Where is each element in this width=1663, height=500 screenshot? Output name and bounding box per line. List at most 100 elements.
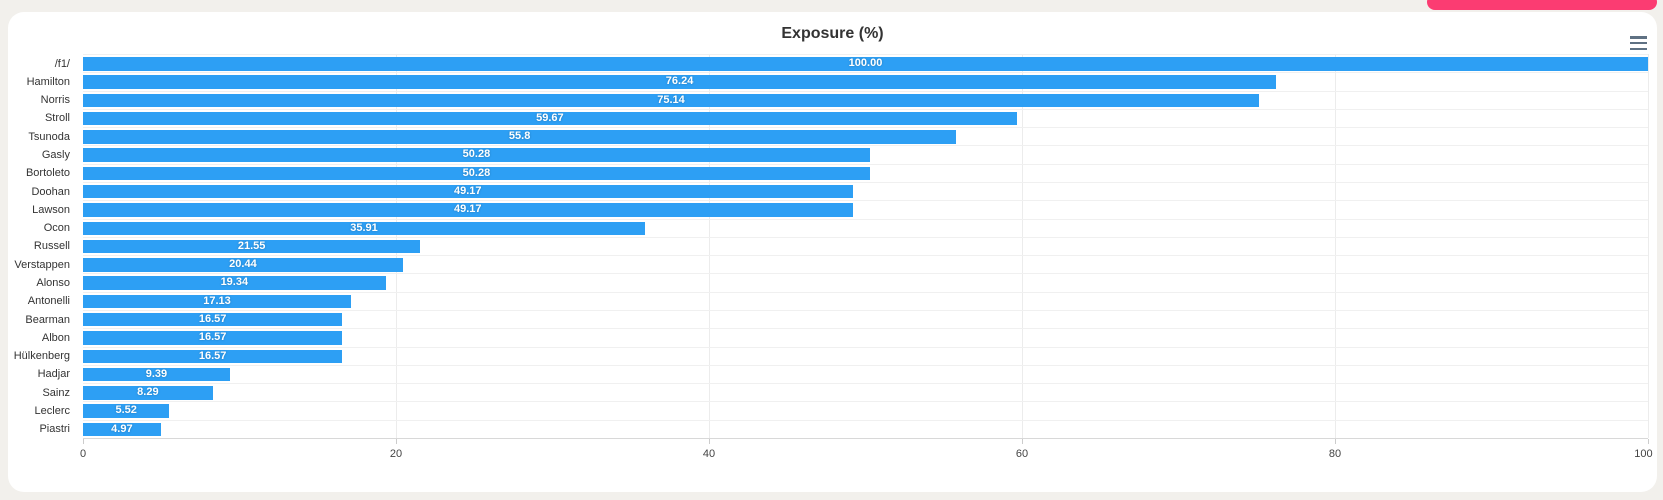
bar[interactable]: 20.44 <box>83 258 403 272</box>
bar[interactable]: 100.00 <box>83 57 1648 71</box>
x-axis: 0 20 40 60 80 100 <box>79 438 1653 473</box>
bar[interactable]: 59.67 <box>83 111 1017 126</box>
bar-row: Hülkenberg 16.57 <box>14 346 1648 365</box>
category-label: Hadjar <box>37 368 70 381</box>
bar-value-label: 49.17 <box>453 184 482 197</box>
bar-row: Alonso 19.34 <box>36 273 1648 291</box>
bar-row: Lawson 49.17 <box>32 200 1648 218</box>
bar-value-label: 55.8 <box>508 130 531 143</box>
category-label: Sainz <box>42 386 70 399</box>
bar-row: Bortoleto 50.28 <box>26 163 1648 182</box>
bar[interactable]: 17.13 <box>83 294 352 309</box>
bar-row: Sainz 8.29 <box>42 383 1648 401</box>
x-axis-tick-label: 100 <box>1634 448 1653 460</box>
category-label: Tsunoda <box>28 130 70 143</box>
bar-value-label: 21.55 <box>237 239 266 252</box>
bar-value-label: 35.91 <box>350 221 378 234</box>
x-axis-tick-mark <box>1335 439 1336 444</box>
bar[interactable]: 50.28 <box>83 166 870 181</box>
x-axis-tick-mark <box>396 439 397 444</box>
export-menu-button[interactable] <box>1630 36 1647 50</box>
category-label: Leclerc <box>34 404 70 417</box>
category-label: Verstappen <box>14 258 70 271</box>
bar[interactable]: 50.28 <box>83 148 870 162</box>
bar-row: Hadjar 9.39 <box>38 364 1648 383</box>
x-axis-tick-label: 40 <box>702 448 716 460</box>
bar[interactable]: 55.8 <box>83 130 957 144</box>
gridline <box>1648 54 1649 438</box>
category-label: Piastri <box>39 423 70 436</box>
bar-value-label: 75.14 <box>657 93 685 106</box>
bar-row: /f1/ 100.00 <box>55 54 1648 72</box>
bar-value-label: 100.00 <box>848 57 883 69</box>
x-axis-tick-mark <box>1648 439 1649 444</box>
category-label: Norris <box>40 94 70 107</box>
category-label: Gasly <box>41 149 70 162</box>
bar[interactable]: 4.97 <box>83 422 161 437</box>
category-label: /f1/ <box>54 57 70 70</box>
bar[interactable]: 5.52 <box>83 404 170 418</box>
bar[interactable]: 49.17 <box>83 184 853 199</box>
x-axis-tick-mark <box>709 439 710 444</box>
bar-row: Norris 75.14 <box>41 90 1648 109</box>
bar[interactable]: 76.24 <box>83 75 1277 89</box>
top-right-button[interactable] <box>1427 0 1657 10</box>
bar-row: Hamilton 76.24 <box>27 72 1648 90</box>
category-label: Albon <box>41 331 70 344</box>
bar-row: Doohan 49.17 <box>31 181 1648 200</box>
category-label: Ocon <box>43 222 70 235</box>
bar-value-label: 9.39 <box>145 367 168 380</box>
bar-value-label: 16.57 <box>198 312 227 325</box>
bar-value-label: 16.57 <box>198 349 227 362</box>
bar-row: Ocon 35.91 <box>44 218 1648 237</box>
bar-row: Gasly 50.28 <box>42 145 1648 163</box>
x-axis-tick-label: 60 <box>1015 448 1029 460</box>
bar[interactable]: 35.91 <box>83 221 645 236</box>
category-label: Lawson <box>32 203 70 216</box>
category-label: Bearman <box>25 313 70 326</box>
bar-row: Antonelli 17.13 <box>28 291 1648 310</box>
bar-row: Leclerc 5.52 <box>35 401 1648 419</box>
bar[interactable]: 16.57 <box>83 312 343 327</box>
category-label: Doohan <box>31 185 70 198</box>
bar-value-label: 76.24 <box>665 75 694 88</box>
x-axis-tick-mark <box>1022 439 1023 444</box>
bar-row: Tsunoda 55.8 <box>28 127 1648 145</box>
bar-row: Piastri 4.97 <box>39 419 1648 438</box>
category-label: Hamilton <box>26 75 70 88</box>
bar[interactable]: 21.55 <box>83 239 421 254</box>
bar-value-label: 59.67 <box>536 111 564 124</box>
category-label: Russell <box>33 240 70 253</box>
category-label: Alonso <box>36 277 70 290</box>
x-axis-tick-label: 20 <box>389 448 403 460</box>
bar[interactable]: 75.14 <box>83 93 1259 108</box>
bar-value-label: 50.28 <box>462 148 491 161</box>
x-axis-tick-label: 0 <box>79 448 87 460</box>
bar-row: Russell 21.55 <box>34 236 1648 255</box>
bar-row: Albon 16.57 <box>42 328 1648 346</box>
bar-value-label: 49.17 <box>453 203 482 216</box>
category-label: Bortoleto <box>25 167 70 180</box>
bar[interactable]: 9.39 <box>83 367 230 382</box>
bar-value-label: 16.57 <box>198 331 227 344</box>
x-axis-tick-mark <box>83 439 84 444</box>
bar-value-label: 8.29 <box>137 386 159 399</box>
x-axis-tick-label: 80 <box>1328 448 1342 460</box>
category-label: Stroll <box>44 112 70 125</box>
bar[interactable]: 49.17 <box>83 203 853 217</box>
bar-value-label: 5.52 <box>115 404 137 417</box>
bar-value-label: 17.13 <box>203 294 231 307</box>
bar-row: Stroll 59.67 <box>45 108 1648 127</box>
bar-row: Bearman 16.57 <box>25 309 1648 328</box>
bar-row: Verstappen 20.44 <box>14 255 1648 273</box>
category-label: Antonelli <box>27 295 70 308</box>
bar-value-label: 4.97 <box>111 422 133 435</box>
bar-value-label: 50.28 <box>462 166 491 179</box>
bar[interactable]: 16.57 <box>83 349 343 363</box>
bar[interactable]: 19.34 <box>83 276 386 290</box>
chart-title: Exposure (%) <box>781 25 884 42</box>
bar[interactable]: 8.29 <box>83 386 213 400</box>
bar-value-label: 20.44 <box>229 258 257 271</box>
bar[interactable]: 16.57 <box>83 331 343 345</box>
